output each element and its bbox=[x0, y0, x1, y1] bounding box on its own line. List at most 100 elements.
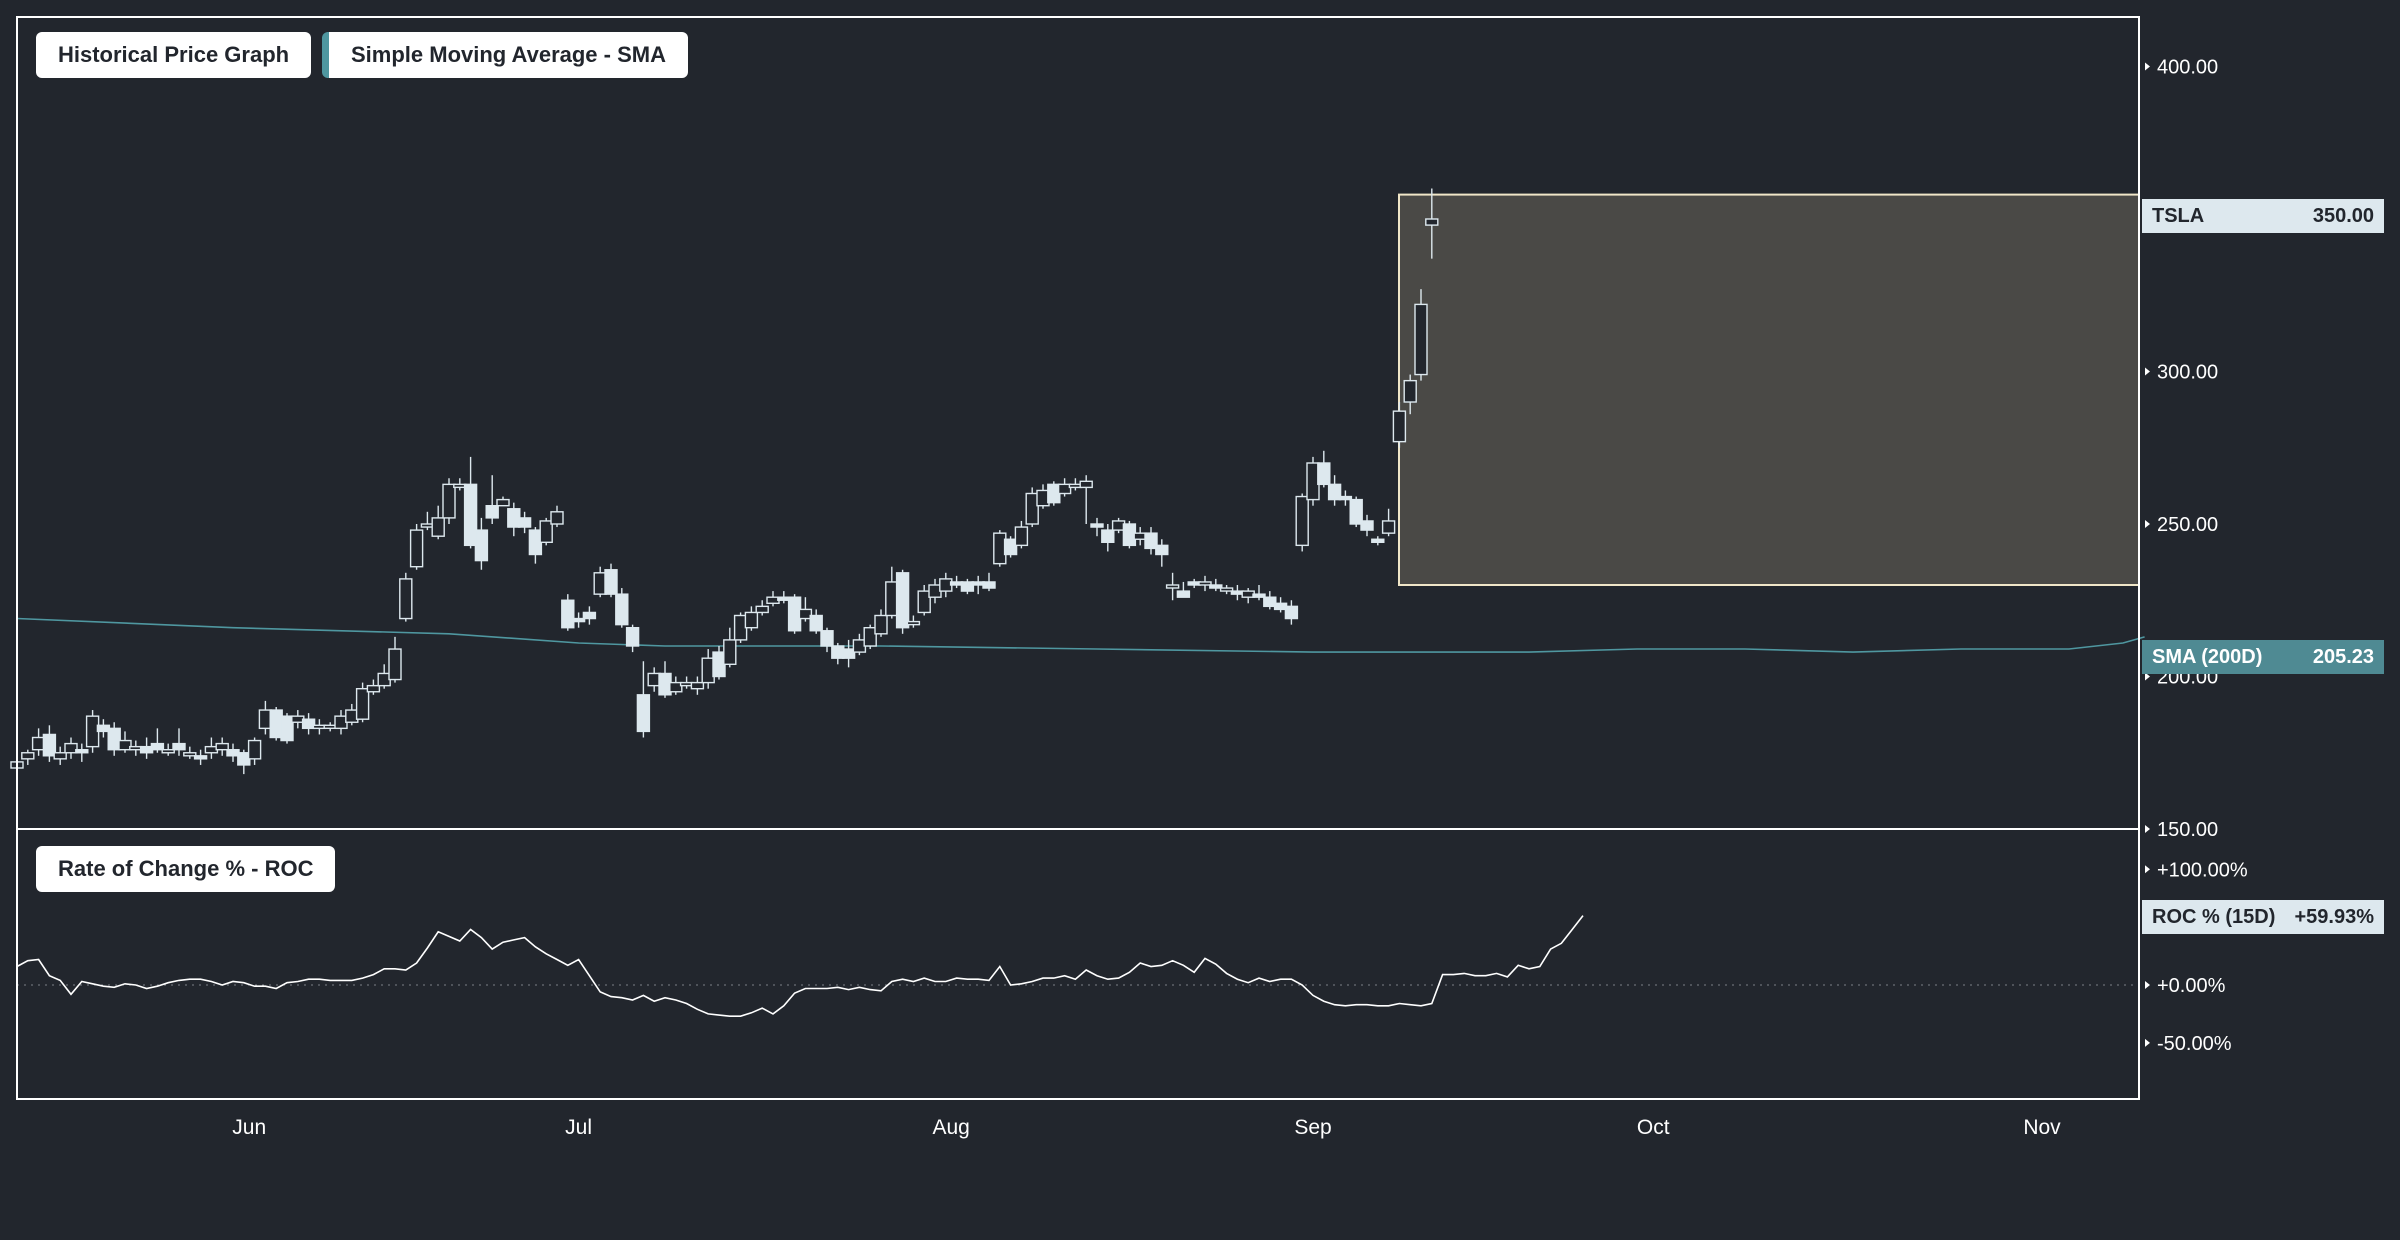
candle-body-down bbox=[1155, 544, 1169, 556]
price-tick-marker bbox=[2145, 825, 2150, 833]
candle bbox=[690, 676, 705, 695]
candle-body-up bbox=[409, 529, 424, 568]
roc-tick-label: +100.00% bbox=[2157, 859, 2248, 881]
roc-last-value: +59.93% bbox=[2294, 906, 2374, 928]
candle bbox=[355, 682, 370, 723]
candle-body-down bbox=[960, 581, 975, 592]
candle bbox=[161, 743, 175, 756]
chart-frame bbox=[16, 16, 2140, 1100]
candle bbox=[712, 646, 726, 680]
candle bbox=[247, 737, 262, 765]
candle bbox=[1209, 578, 1223, 592]
candle-body-up bbox=[917, 590, 931, 614]
candle-body-down bbox=[1338, 495, 1353, 501]
candle bbox=[917, 585, 931, 616]
x-tick-label: Jun bbox=[232, 1116, 266, 1139]
candle bbox=[215, 737, 229, 756]
candle bbox=[1392, 402, 1407, 448]
candle bbox=[582, 606, 597, 625]
candle-body-up bbox=[355, 688, 370, 720]
candle bbox=[1338, 490, 1353, 506]
candle-body-down bbox=[1144, 532, 1158, 550]
candle bbox=[615, 588, 629, 628]
candle-body-up bbox=[550, 511, 564, 525]
candle bbox=[1025, 487, 1039, 528]
candle-body-down bbox=[1090, 523, 1104, 528]
tsla-price-label: TSLA 350.00 bbox=[2142, 199, 2384, 233]
candle bbox=[1101, 524, 1115, 552]
candle bbox=[906, 615, 921, 628]
price-tick-marker bbox=[2145, 367, 2150, 376]
candle bbox=[399, 572, 413, 622]
candle-body-down bbox=[1209, 584, 1223, 589]
roc-tick-label: -50.00% bbox=[2157, 1033, 2232, 1055]
candle bbox=[1327, 475, 1342, 506]
sma-price-label: SMA (200D) 205.23 bbox=[2142, 640, 2384, 674]
candle bbox=[636, 661, 651, 738]
price-tick-marker bbox=[2145, 62, 2150, 71]
candle-body-down bbox=[636, 694, 651, 733]
candle-body-down bbox=[1349, 498, 1363, 525]
candle-body-up bbox=[1079, 480, 1093, 489]
candle bbox=[496, 496, 510, 507]
candle bbox=[895, 569, 910, 634]
candle bbox=[431, 505, 445, 540]
candle-body-up bbox=[906, 620, 921, 626]
candle bbox=[658, 661, 672, 698]
candle bbox=[1036, 484, 1050, 509]
candle bbox=[75, 743, 89, 762]
candle-body-up bbox=[64, 742, 78, 754]
candle bbox=[442, 478, 456, 524]
candle-body-up bbox=[496, 498, 510, 507]
candle-body-down bbox=[280, 715, 294, 742]
candle-body-down bbox=[517, 517, 532, 528]
candle bbox=[517, 511, 532, 534]
candle-body-up bbox=[53, 752, 67, 760]
candle bbox=[1306, 456, 1320, 506]
candle-body-up bbox=[442, 483, 456, 519]
candle-body-down bbox=[1284, 605, 1299, 620]
candle bbox=[1425, 188, 1439, 259]
candle-body-down bbox=[571, 617, 586, 623]
candle bbox=[863, 624, 877, 650]
candle-body-up bbox=[744, 611, 759, 629]
candle-body-down bbox=[1101, 529, 1115, 543]
candle-body-down bbox=[615, 593, 629, 626]
candle bbox=[571, 612, 586, 628]
candle bbox=[744, 606, 759, 631]
price-tick-label: 300.00 bbox=[2157, 362, 2218, 384]
legend-sma[interactable]: Simple Moving Average - SMA bbox=[322, 32, 688, 78]
candle bbox=[1371, 536, 1385, 546]
roc-tick-marker bbox=[2145, 1038, 2150, 1047]
candle bbox=[723, 627, 737, 668]
candle bbox=[409, 524, 424, 570]
candle-body-down bbox=[1371, 538, 1385, 543]
highlight-box bbox=[1398, 193, 2140, 586]
candle bbox=[787, 594, 802, 634]
candle-body-down bbox=[1176, 590, 1191, 598]
candle bbox=[1317, 450, 1331, 488]
candle bbox=[669, 676, 683, 695]
candle-body-up bbox=[690, 681, 705, 690]
candle bbox=[1252, 585, 1266, 601]
candle bbox=[539, 517, 553, 546]
candle bbox=[982, 572, 996, 592]
price-tick-label: 250.00 bbox=[2157, 514, 2218, 536]
candle bbox=[550, 505, 564, 528]
legend-price-graph[interactable]: Historical Price Graph bbox=[36, 32, 312, 78]
candle-body-up bbox=[1219, 587, 1234, 592]
candle-body-up bbox=[1381, 520, 1396, 534]
candle-body-down bbox=[582, 611, 597, 620]
candle-body-down bbox=[193, 755, 208, 760]
candle-body-up bbox=[755, 605, 769, 614]
legend-roc[interactable]: Rate of Change % - ROC bbox=[36, 846, 336, 892]
candle-body-up bbox=[1057, 483, 1072, 495]
candle-body-up bbox=[183, 752, 197, 757]
candle bbox=[1295, 493, 1309, 552]
candle-body-down bbox=[1327, 483, 1342, 501]
candle-body-up bbox=[539, 520, 553, 544]
candle bbox=[107, 722, 121, 756]
candle bbox=[1381, 508, 1396, 537]
x-tick-label: Oct bbox=[1637, 1116, 1670, 1139]
